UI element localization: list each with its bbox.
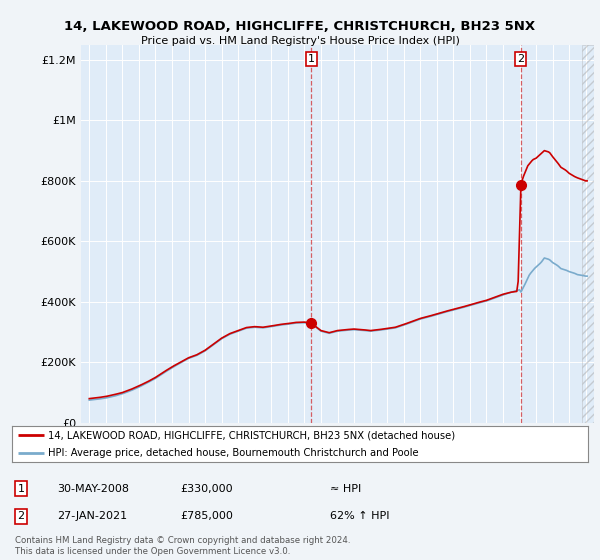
Text: 30-MAY-2008: 30-MAY-2008 — [57, 484, 129, 494]
Text: £785,000: £785,000 — [180, 511, 233, 521]
Text: 1: 1 — [17, 484, 25, 494]
Text: HPI: Average price, detached house, Bournemouth Christchurch and Poole: HPI: Average price, detached house, Bour… — [48, 448, 419, 458]
Bar — [581, 45, 594, 423]
Text: Contains HM Land Registry data © Crown copyright and database right 2024.
This d: Contains HM Land Registry data © Crown c… — [15, 536, 350, 556]
Text: ≈ HPI: ≈ HPI — [330, 484, 361, 494]
Text: 27-JAN-2021: 27-JAN-2021 — [57, 511, 127, 521]
Text: 2: 2 — [17, 511, 25, 521]
Text: 14, LAKEWOOD ROAD, HIGHCLIFFE, CHRISTCHURCH, BH23 5NX (detached house): 14, LAKEWOOD ROAD, HIGHCLIFFE, CHRISTCHU… — [48, 430, 455, 440]
Text: 14, LAKEWOOD ROAD, HIGHCLIFFE, CHRISTCHURCH, BH23 5NX: 14, LAKEWOOD ROAD, HIGHCLIFFE, CHRISTCHU… — [64, 20, 536, 32]
Text: 2: 2 — [517, 54, 524, 64]
Text: 62% ↑ HPI: 62% ↑ HPI — [330, 511, 389, 521]
Text: £330,000: £330,000 — [180, 484, 233, 494]
Bar — [581, 45, 594, 423]
Text: 1: 1 — [308, 54, 315, 64]
Text: Price paid vs. HM Land Registry's House Price Index (HPI): Price paid vs. HM Land Registry's House … — [140, 36, 460, 46]
